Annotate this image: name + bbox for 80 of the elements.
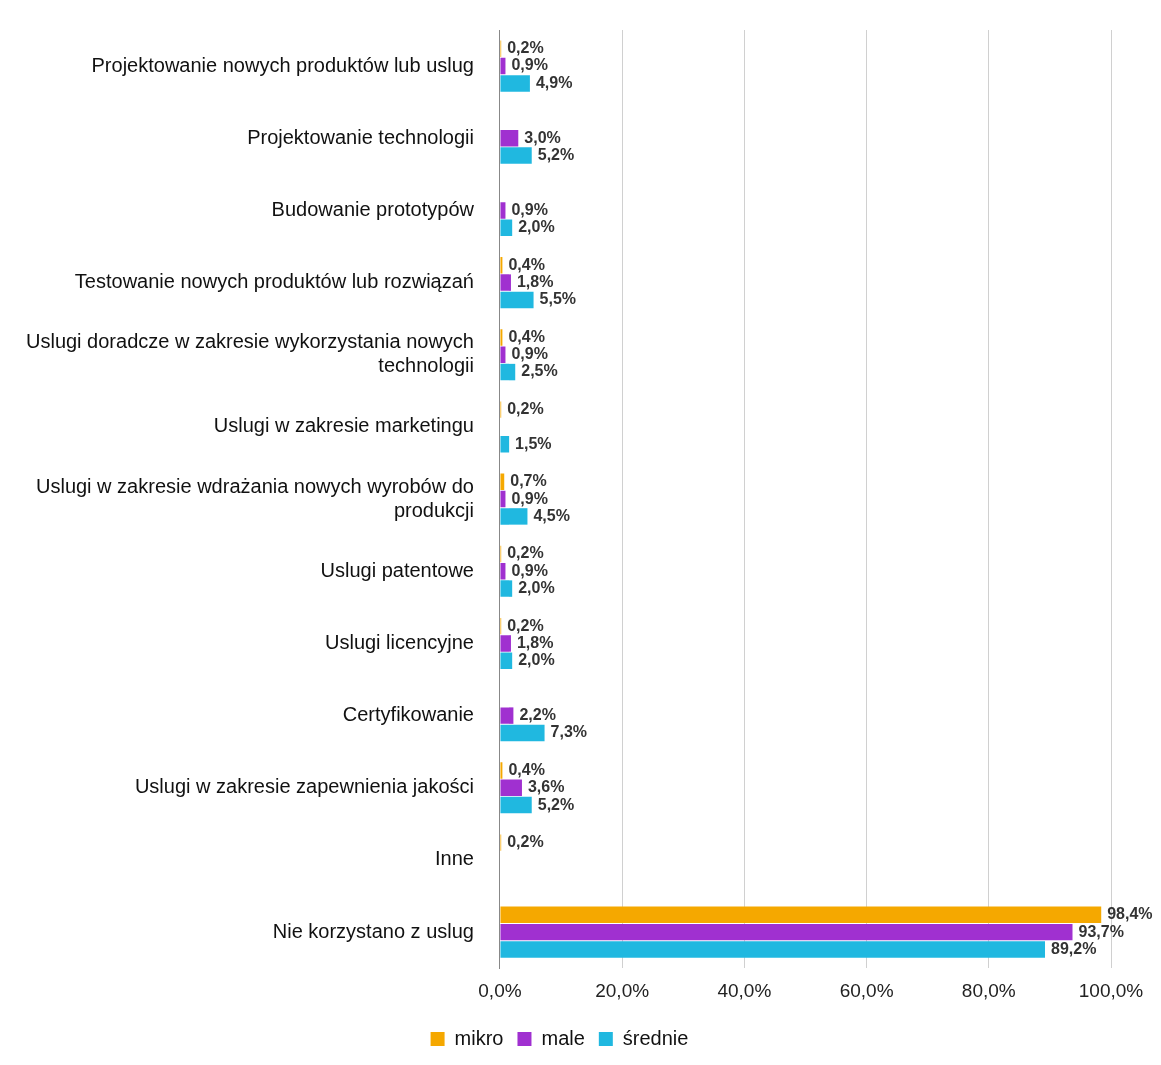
data-label: 0,2% xyxy=(507,833,544,851)
data-label: 93,7% xyxy=(1078,922,1124,940)
bar xyxy=(500,291,534,309)
data-label: 3,0% xyxy=(524,128,561,146)
data-label: 3,6% xyxy=(527,778,565,796)
data-label: 2,0% xyxy=(518,218,555,236)
data-label: 2,5% xyxy=(521,362,558,380)
bar xyxy=(500,274,511,291)
bar xyxy=(500,147,532,164)
data-label: 0,9% xyxy=(511,561,548,579)
y-tick-label: Uslugi licencyjne xyxy=(324,630,474,653)
y-tick-label: Inne xyxy=(435,847,474,870)
data-label: 0,2% xyxy=(507,544,544,562)
legend-label: średnie xyxy=(622,1026,689,1049)
data-label: 0,2% xyxy=(507,400,544,418)
bar xyxy=(500,707,514,724)
bar xyxy=(500,941,1046,958)
bar xyxy=(500,724,545,742)
y-tick-label: Projektowanie nowych produktów lub uslug xyxy=(91,53,474,76)
data-label: 7,3% xyxy=(550,723,588,741)
bar xyxy=(500,923,1073,941)
y-tick-label: Projektowanie technologii xyxy=(247,125,474,148)
x-tick-label: 100,0% xyxy=(1078,979,1144,1001)
data-label: 1,5% xyxy=(515,434,552,452)
data-label: 0,2% xyxy=(507,616,544,634)
data-label: 2,0% xyxy=(518,651,555,669)
data-label: 0,9% xyxy=(511,489,548,507)
bar xyxy=(500,436,510,453)
y-tick-label: Uslugi doradcze w zakresie wykorzystania nowych technologii xyxy=(25,330,474,377)
data-label: 5,5% xyxy=(539,290,577,308)
y-tick-label: Uslugi w zakresie wdrażania nowych wyrobów do produkcji xyxy=(35,474,474,521)
data-label: 5,2% xyxy=(537,795,575,813)
bar xyxy=(500,635,511,652)
bar xyxy=(500,130,519,147)
y-tick-label: Certyfikowanie xyxy=(342,703,474,726)
data-label: 0,7% xyxy=(510,472,547,490)
y-tick-label: Testowanie nowych produktów lub rozwiązań xyxy=(74,270,474,293)
data-label: 0,4% xyxy=(508,255,545,273)
data-label: 0,4% xyxy=(508,760,545,778)
data-label: 0,9% xyxy=(511,345,548,363)
bar xyxy=(500,779,522,796)
x-tick-label: 60,0% xyxy=(839,979,894,1001)
legend-label: male xyxy=(541,1026,585,1049)
bar xyxy=(500,363,516,381)
data-label: 1,8% xyxy=(516,273,554,290)
data-label: 0,4% xyxy=(508,327,545,345)
bar xyxy=(500,508,528,525)
y-tick-label: Uslugi patentowe xyxy=(320,558,474,581)
x-tick-label: 20,0% xyxy=(595,979,650,1001)
y-tick-label: Uslugi w zakresie marketingu xyxy=(213,414,474,437)
data-label: 4,5% xyxy=(533,506,570,524)
data-label: 89,2% xyxy=(1051,939,1097,957)
bar xyxy=(500,473,505,491)
bar xyxy=(500,202,506,219)
bar xyxy=(500,652,513,669)
bar xyxy=(500,219,513,236)
data-label: 0,9% xyxy=(511,56,548,74)
data-label: 5,2% xyxy=(537,145,575,163)
y-tick-label: Nie korzystano z uslug xyxy=(272,919,474,942)
x-tick-label: 40,0% xyxy=(717,979,772,1001)
data-label: 2,0% xyxy=(518,579,555,596)
y-tick-label: Uslugi w zakresie zapewnienia jakości xyxy=(134,775,474,798)
bar xyxy=(500,75,530,92)
y-tick-label: Budowanie prototypów xyxy=(271,197,475,220)
data-label: 0,9% xyxy=(511,200,548,218)
bar xyxy=(500,580,513,597)
bar xyxy=(500,490,506,508)
bar xyxy=(500,906,1102,924)
bar xyxy=(500,563,506,580)
x-tick-label: 80,0% xyxy=(961,979,1016,1001)
bar xyxy=(500,346,506,363)
legend-label: mikro xyxy=(454,1026,504,1049)
data-label: 0,2% xyxy=(507,39,544,57)
data-label: 4,9% xyxy=(535,73,573,91)
data-label: 2,2% xyxy=(519,706,556,724)
x-tick-label: 0,0% xyxy=(478,979,522,1001)
bar xyxy=(500,796,532,814)
bar xyxy=(500,57,506,75)
data-label: 98,4% xyxy=(1107,905,1153,923)
data-label: 1,8% xyxy=(516,633,554,651)
